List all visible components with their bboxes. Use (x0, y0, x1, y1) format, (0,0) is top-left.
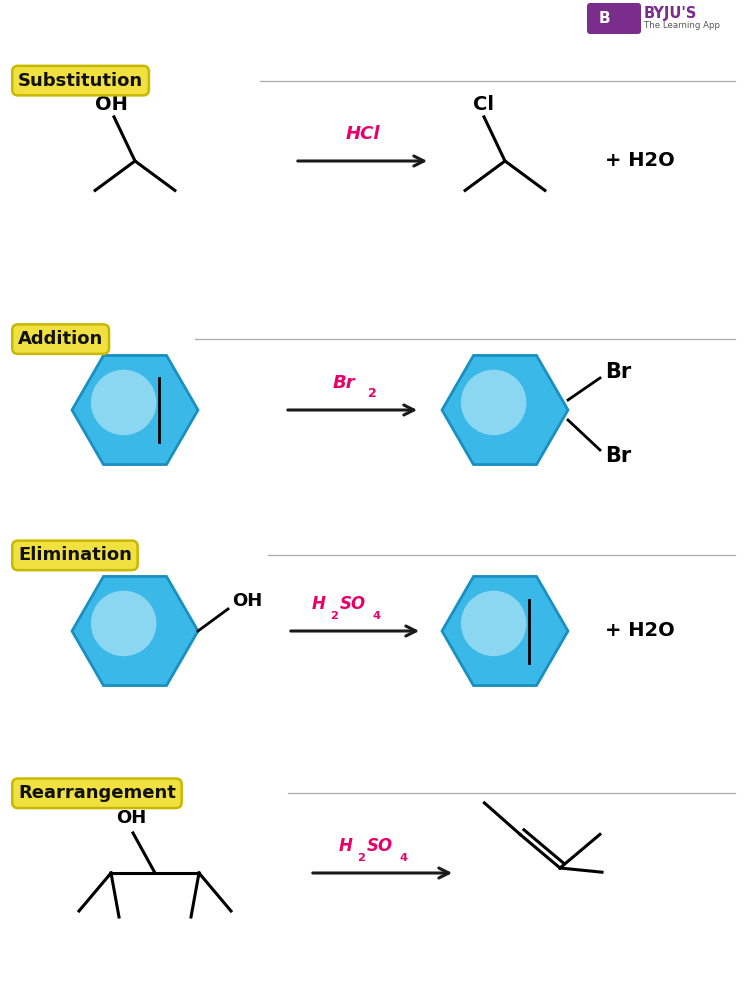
Text: 2: 2 (330, 611, 338, 621)
Text: The Learning App: The Learning App (644, 22, 720, 30)
Circle shape (461, 591, 526, 657)
Polygon shape (442, 356, 568, 465)
Text: SO: SO (367, 837, 393, 855)
Text: 2: 2 (357, 853, 364, 863)
Text: Rearrangement: Rearrangement (18, 784, 176, 802)
Polygon shape (72, 356, 198, 465)
Text: HCl: HCl (345, 125, 380, 143)
Text: SO: SO (340, 595, 366, 613)
Text: Addition: Addition (18, 330, 104, 348)
FancyBboxPatch shape (587, 3, 641, 34)
Text: Br: Br (333, 374, 356, 392)
Text: OH: OH (116, 809, 146, 827)
Text: H: H (339, 837, 352, 855)
Text: Br: Br (605, 446, 631, 466)
Text: Cl: Cl (473, 94, 494, 114)
Text: 4: 4 (372, 611, 380, 621)
Text: 2: 2 (368, 387, 376, 400)
Text: BYJU'S: BYJU'S (644, 6, 698, 21)
Text: Substitution: Substitution (18, 72, 143, 89)
Circle shape (461, 370, 526, 435)
Text: Br: Br (605, 362, 631, 382)
Circle shape (91, 591, 157, 657)
Text: OH: OH (232, 592, 262, 610)
Polygon shape (72, 576, 198, 685)
Polygon shape (442, 576, 568, 685)
Text: + H2O: + H2O (605, 621, 675, 641)
Text: B: B (598, 11, 610, 26)
Text: OH: OH (94, 94, 128, 114)
Text: + H2O: + H2O (605, 151, 675, 170)
Circle shape (91, 370, 157, 435)
Text: 4: 4 (399, 853, 407, 863)
Text: Elimination: Elimination (18, 547, 132, 564)
Text: H: H (312, 595, 326, 613)
